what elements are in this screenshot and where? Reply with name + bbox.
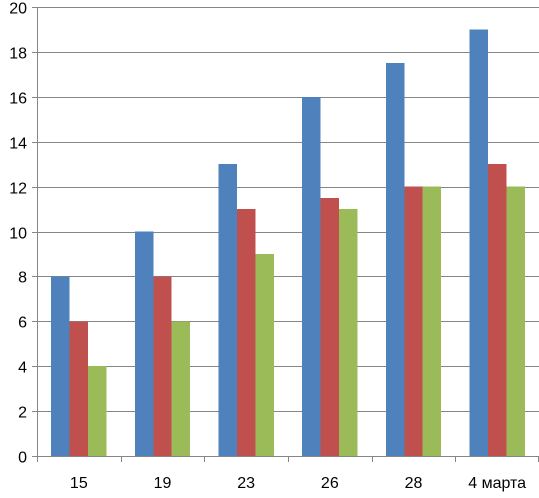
x-tick-label: 23 xyxy=(237,475,255,492)
gridlines xyxy=(37,7,539,412)
y-tick-label: 8 xyxy=(18,270,27,287)
bar-series3-15 xyxy=(88,366,107,456)
axes xyxy=(32,7,539,462)
y-tick-label: 14 xyxy=(9,136,27,153)
bar-series1-26 xyxy=(302,96,321,457)
x-tick-label: 28 xyxy=(405,475,423,492)
bar-series2-26 xyxy=(320,197,340,456)
y-tick-label: 16 xyxy=(9,91,27,108)
tick-labels: 0 2 4 6 8 10 12 14 16 18 20 15 19 23 26 28 4 марта xyxy=(9,1,526,493)
bar-series2-15 xyxy=(69,321,89,456)
y-tick-label: 6 xyxy=(18,315,27,332)
bar-series1-23 xyxy=(218,164,237,456)
y-tick-label: 12 xyxy=(9,181,27,198)
y-tick-label: 10 xyxy=(9,226,27,243)
x-tick-label: 26 xyxy=(321,475,339,492)
bars xyxy=(51,29,525,457)
bar-series3-23 xyxy=(255,253,274,456)
bar-series2-4-марта xyxy=(487,164,507,456)
bar-series3-28 xyxy=(422,186,442,456)
bar-series1-28 xyxy=(385,63,405,457)
bar-series3-26 xyxy=(339,209,358,456)
bar-series2-23 xyxy=(236,209,256,456)
bar-series1-15 xyxy=(51,276,70,456)
y-tick-label: 4 xyxy=(18,360,27,377)
bar-series3-19 xyxy=(171,321,191,456)
y-tick-label: 0 xyxy=(18,450,27,467)
bar-series1-4-марта xyxy=(469,29,488,456)
bar-series3-4-марта xyxy=(506,186,525,456)
y-tick-label: 18 xyxy=(9,46,27,63)
x-tick-label: 15 xyxy=(70,475,88,492)
bar-series2-28 xyxy=(404,186,423,456)
y-tick-label: 2 xyxy=(18,405,27,422)
bar-series1-19 xyxy=(134,231,154,456)
bar-series2-19 xyxy=(153,276,172,456)
x-tick-label: 4 марта xyxy=(468,475,526,492)
y-tick-label: 20 xyxy=(9,1,27,18)
x-tick-label: 19 xyxy=(154,475,172,492)
